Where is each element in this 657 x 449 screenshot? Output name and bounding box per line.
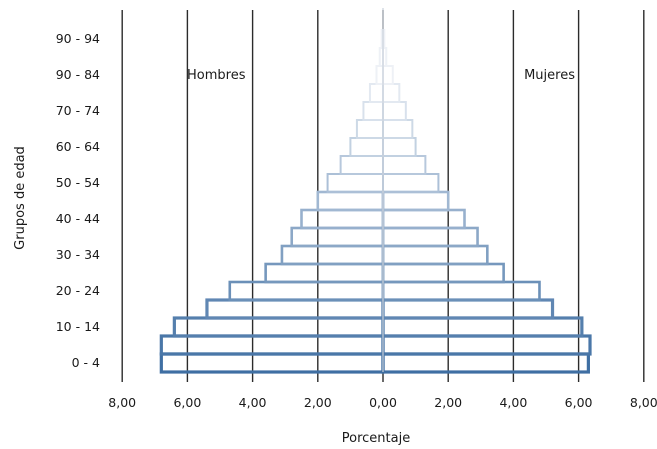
bar-hombres-14	[362, 101, 385, 121]
x-axis-title: Porcentaje	[342, 431, 410, 446]
bar-mujeres-2	[381, 316, 584, 338]
x-tick-label-8: 8,00	[630, 395, 657, 410]
bar-hombres-1	[159, 334, 385, 356]
bar-mujeres-9	[381, 190, 450, 212]
y-tick-label-0: 0 - 4	[72, 355, 100, 370]
bar-mujeres-12	[382, 137, 417, 157]
bar-hombres-2	[172, 316, 385, 338]
bar-mujeres-8	[381, 208, 466, 230]
bar-hombres-12	[349, 137, 384, 157]
bar-mujeres-7	[381, 226, 479, 248]
bar-hombres-10	[326, 173, 384, 193]
bar-hombres-0	[159, 352, 385, 374]
bar-mujeres-0	[381, 352, 590, 374]
bar-mujeres-15	[382, 83, 401, 103]
bar-mujeres-13	[382, 119, 414, 139]
x-axis-tick-labels: 8,00 6,00 4,00 2,00 0,00 2,00 4,00 6,00 8,00	[108, 395, 657, 410]
bars-group	[159, 8, 592, 374]
bar-hombres-9	[316, 190, 385, 212]
bar-mujeres-4	[381, 280, 541, 302]
y-tick-label-10: 50 - 54	[56, 175, 100, 190]
y-tick-label-6: 30 - 34	[56, 247, 100, 262]
series-label-mujeres: Mujeres	[524, 68, 575, 83]
bar-mujeres-11	[382, 155, 427, 175]
series-label-hombres: Hombres	[187, 68, 246, 83]
x-tick-label-3: 2,00	[304, 395, 332, 410]
bar-hombres-7	[290, 226, 385, 248]
bar-hombres-8	[300, 208, 385, 230]
y-tick-label-18: 90 - 94	[56, 31, 100, 46]
bar-mujeres-5	[381, 262, 505, 284]
y-tick-label-4: 20 - 24	[56, 283, 100, 298]
bar-mujeres-14	[382, 101, 407, 121]
x-tick-label-2: 4,00	[239, 395, 267, 410]
y-tick-label-8: 40 - 44	[56, 211, 100, 226]
x-tick-label-7: 6,00	[565, 395, 593, 410]
y-tick-label-12: 60 - 64	[56, 139, 100, 154]
bar-hombres-3	[205, 298, 385, 320]
bar-hombres-11	[339, 155, 384, 175]
x-tick-label-4: 0,00	[369, 395, 397, 410]
bar-hombres-5	[264, 262, 385, 284]
y-axis-tick-labels: 0 - 4 10 - 14 20 - 24 30 - 34 40 - 44 50 - 54…	[56, 31, 100, 370]
y-axis-title: Grupos de edad	[13, 146, 28, 250]
bar-mujeres-1	[381, 334, 592, 356]
bar-mujeres-3	[381, 298, 555, 320]
x-tick-label-0: 8,00	[108, 395, 136, 410]
x-tick-label-6: 4,00	[499, 395, 527, 410]
y-tick-label-2: 10 - 14	[56, 319, 100, 334]
bar-mujeres-6	[381, 244, 489, 266]
bar-hombres-4	[228, 280, 385, 302]
bar-hombres-15	[368, 83, 384, 103]
bar-mujeres-16	[382, 65, 394, 85]
y-tick-label-14: 70 - 74	[56, 103, 100, 118]
x-tick-label-1: 6,00	[173, 395, 201, 410]
bar-hombres-13	[355, 119, 385, 139]
y-tick-label-16: 90 - 84	[56, 67, 100, 82]
bar-mujeres-10	[382, 173, 440, 193]
x-tick-label-5: 2,00	[434, 395, 462, 410]
bar-hombres-6	[280, 244, 385, 266]
